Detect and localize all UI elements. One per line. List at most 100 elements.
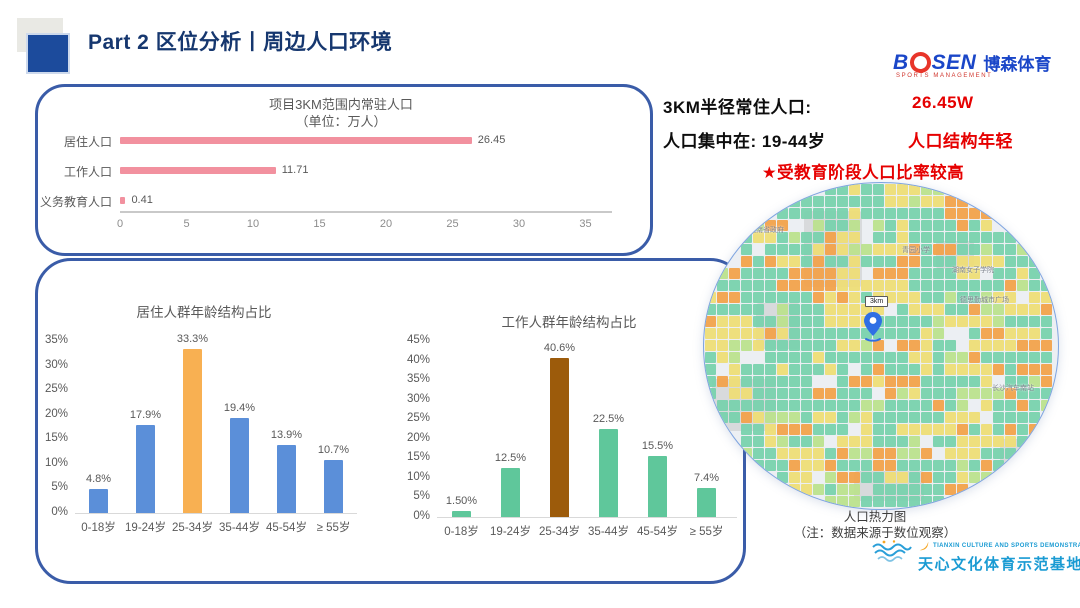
heatmap-cell [729,388,740,399]
x-axis-tick: 15 [313,218,326,230]
heatmap-cell [885,280,896,291]
heatmap-cell [777,304,788,315]
heatmap-cell [765,460,776,471]
map-pin: 3km [862,296,889,350]
heatmap-cell [741,340,752,351]
y-axis-tick: 30% [406,392,430,405]
heatmap-cell [993,400,1004,411]
heatmap-cell [813,280,824,291]
heatmap-cell [825,448,836,459]
y-axis-tick: 45% [406,334,430,346]
bar [452,511,471,517]
heatmap-cell [741,316,752,327]
heatmap-cell [765,388,776,399]
heatmap-cell [993,244,1004,255]
bar-value-label: 12.5% [494,452,527,465]
heatmap-cell [885,328,896,339]
heatmap-cell [921,424,932,435]
heatmap-cell [1017,364,1028,375]
heatmap-cell [861,400,872,411]
heatmap-cell [837,484,848,495]
heatmap-cell [777,232,788,243]
heatmap-cell [849,220,860,231]
heatmap-cell [705,352,716,363]
heatmap-cell [885,196,896,207]
heatmap-cell [765,268,776,279]
heatmap-cell [705,316,716,327]
heatmap-cell [969,460,980,471]
heatmap-cell [897,400,908,411]
heatmap-cell [945,460,956,471]
heatmap-cell [993,316,1004,327]
heatmap-cell [993,340,1004,351]
heatmap-cell [969,472,980,483]
heatmap-cell [849,376,860,387]
heatmap-cell [1017,340,1028,351]
heatmap-cell [1005,232,1016,243]
bar-value-label: 1.50% [445,495,478,508]
heatmap-cell [717,328,728,339]
heatmap-cell [849,436,860,447]
heatmap-cell [825,256,836,267]
heatmap-cell [837,460,848,471]
heatmap-cell [801,340,812,351]
bar [648,456,667,517]
heatmap-cell [909,364,920,375]
location-pin-icon [864,312,882,342]
heatmap-cell [885,244,896,255]
heatmap-cell [885,268,896,279]
heatmap-cell [837,400,848,411]
stat-population-value: 26.45W [912,93,974,112]
heatmap-cell [861,256,872,267]
heatmap-cell [933,364,944,375]
heatmap-cell [981,280,992,291]
heatmap-cell [933,352,944,363]
heatmap-cell [837,412,848,423]
heatmap-cell [1005,316,1016,327]
heatmap-cell [897,340,908,351]
heatmap-cell [813,268,824,279]
heatmap-cell [885,460,896,471]
heatmap-cell [1041,364,1052,375]
heatmap-cell [1005,436,1016,447]
x-axis-category-label: 25-34岁 [172,522,213,534]
heatmap-cell [801,328,812,339]
heatmap-cell [849,496,860,507]
bosen-logo-b: B [893,50,909,74]
heatmap-cell [729,268,740,279]
x-axis-line [120,211,612,213]
heatmap-cell [885,364,896,375]
heatmap-cell [861,448,872,459]
heatmap-cell [717,292,728,303]
heatmap-cell [753,292,764,303]
heatmap-cell [825,364,836,375]
heatmap-cell [885,316,896,327]
heatmap-cell [897,424,908,435]
heatmap-cell [969,256,980,267]
x-axis-category-label: 19-24岁 [125,522,166,534]
heatmap-cell [849,184,860,195]
x-axis-category-label: ≥ 55岁 [689,526,724,538]
heatmap-cell [837,496,848,507]
heatmap-cell [729,316,740,327]
heatmap-cell [1017,424,1028,435]
heatmap-cell [897,196,908,207]
heatmap-cell [813,256,824,267]
heatmap-cell [765,424,776,435]
heatmap-cell [897,316,908,327]
heatmap-cell [753,220,764,231]
heatmap-cell [729,364,740,375]
heatmap-cell [969,376,980,387]
heatmap-cell [765,220,776,231]
heatmap-cell [957,292,968,303]
heatmap-cell [837,448,848,459]
bar-value-label: 33.3% [176,333,209,346]
heatmap-cell [705,388,716,399]
heatmap-cell [1005,268,1016,279]
heatmap-cell [945,232,956,243]
heatmap-cell [777,412,788,423]
heatmap-cell [921,412,932,423]
bosen-logo-sen: SEN [931,50,977,74]
heatmap-cell [1029,292,1040,303]
heatmap-cell [729,340,740,351]
